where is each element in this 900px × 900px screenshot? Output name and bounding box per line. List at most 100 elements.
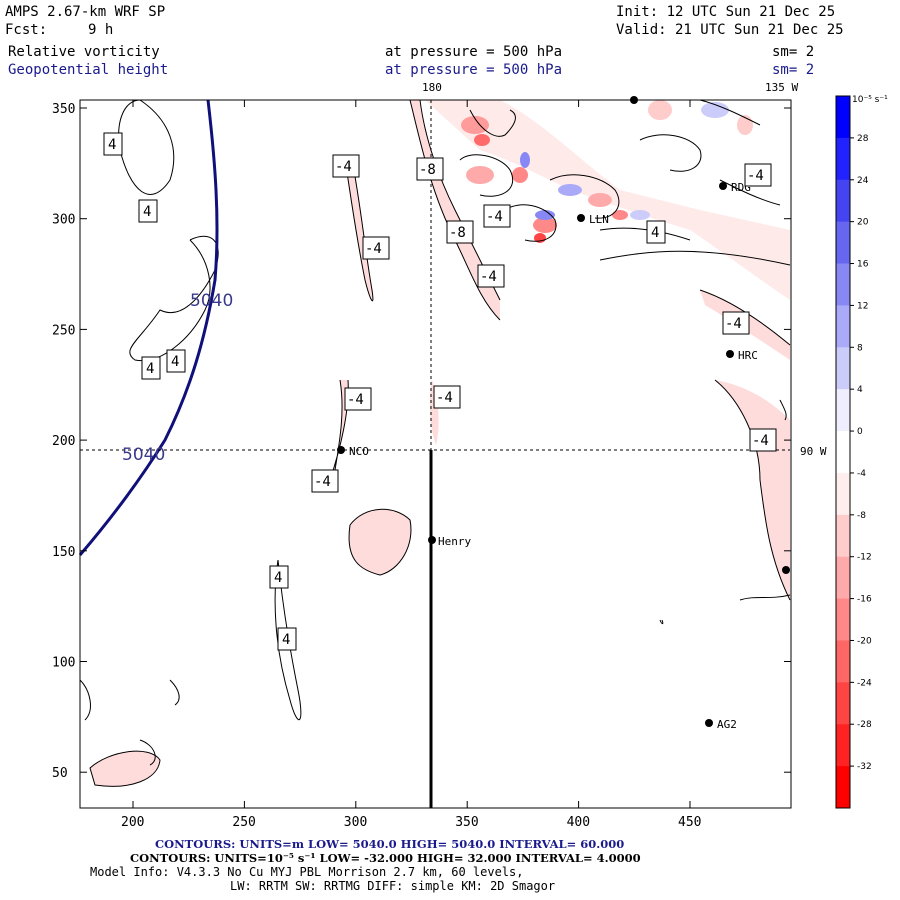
vorticity-labels: 4 4 4 4 4 4 -4 -8 -4 -8 -4 -4 -4 -4 -4 -… <box>103 132 777 651</box>
station-dot-edge <box>782 566 790 574</box>
colorbar-swatch <box>836 347 850 390</box>
lon-label-180: 180 <box>422 81 442 94</box>
station-label-lln: LLN <box>589 213 609 226</box>
x-tick-label: 200 <box>121 815 144 830</box>
vort-label: -4 <box>747 168 764 184</box>
y-tick-label: 200 <box>52 434 75 449</box>
station-label-nco: NCO <box>349 445 369 458</box>
vorticity-shading <box>90 100 790 787</box>
y-tick-label: 300 <box>52 213 75 228</box>
colorbar-tick-label: 12 <box>857 301 868 311</box>
x-tick-label: 350 <box>455 815 478 830</box>
colorbar-tick-label: 20 <box>857 218 869 228</box>
colorbar-unit: 10⁻⁵ s⁻¹ <box>852 95 888 105</box>
colorbar-swatch <box>836 221 850 265</box>
x-tick-label: 400 <box>567 815 590 830</box>
footer-model-info: Model Info: V4.3.3 No Cu MYJ PBL Morriso… <box>90 865 524 879</box>
colorbar-swatch <box>836 724 850 767</box>
y-axis: 350 300 250 200 150 100 50 <box>52 102 791 781</box>
station-dot-ag2 <box>705 719 713 727</box>
colorbar-swatch <box>836 472 850 516</box>
vort-label: 4 <box>171 354 179 370</box>
forecast-label: Fcst: <box>5 22 48 38</box>
colorbar-tick-label: 24 <box>857 176 869 186</box>
footer-physics-info: LW: RRTM SW: RRTMG DIFF: simple KM: 2D S… <box>230 879 556 893</box>
plot-frame <box>79 99 792 809</box>
colorbar-swatch <box>836 431 850 474</box>
crosshair <box>80 100 790 808</box>
vorticity-cells <box>461 100 753 243</box>
init-time: Init: 12 UTC Sun 21 Dec 25 <box>616 4 836 20</box>
footer-height-contours: CONTOURS: UNITS=m LOW= 5040.0 HIGH= 5040… <box>155 837 625 851</box>
station-label-hrc: HRC <box>738 349 758 362</box>
vort-label: -8 <box>419 162 436 178</box>
station-dot-nco <box>337 446 345 454</box>
colorbar-tick-label: 4 <box>857 385 863 395</box>
station-dot-lln <box>577 214 585 222</box>
x-tick-label: 450 <box>678 815 701 830</box>
forecast-hour: 9 h <box>88 22 114 38</box>
colorbar-swatch <box>836 766 850 809</box>
colorbar-swatch <box>836 514 850 558</box>
vort-label: 4 <box>108 137 116 153</box>
vort-label: -4 <box>480 269 497 285</box>
colorbar-tick-label: -12 <box>857 553 872 563</box>
valid-time: Valid: 21 UTC Sun 21 Dec 25 <box>616 22 844 38</box>
colorbar-tick-label: -4 <box>857 469 866 479</box>
lon-label-90w: 90 W <box>800 445 827 458</box>
vort-label: 4 <box>282 632 290 648</box>
colorbar-swatch <box>836 137 850 181</box>
colorbar-swatch <box>836 263 850 306</box>
colorbar-tick-label: 8 <box>857 343 863 353</box>
field2-name: Geopotential height <box>8 62 169 78</box>
station-markers <box>337 96 790 727</box>
vort-label: -4 <box>365 241 382 257</box>
colorbar-tick-label: -16 <box>857 595 872 605</box>
x-axis: 200 250 300 350 400 450 <box>121 100 701 830</box>
y-tick-label: 250 <box>52 323 75 338</box>
vort-label: 4 <box>146 361 154 377</box>
height-label: 5040 <box>122 445 165 465</box>
vort-label: -4 <box>347 392 364 408</box>
field1-level: at pressure = 500 hPa <box>385 44 563 60</box>
colorbar-swatch <box>836 640 850 683</box>
field2-smoothing: sm= 2 <box>772 62 815 78</box>
model-title: AMPS 2.67-km WRF SP <box>5 4 166 20</box>
colorbar-swatch <box>836 389 850 432</box>
vort-label: -4 <box>335 159 352 175</box>
footer-vort-contours: CONTOURS: UNITS=10⁻⁵ s⁻¹ LOW= -32.000 HI… <box>130 851 641 865</box>
field1-smoothing: sm= 2 <box>772 44 815 60</box>
station-label-ag2: AG2 <box>717 718 737 731</box>
colorbar-tick-label: 16 <box>857 260 869 270</box>
colorbar-swatch <box>836 179 850 223</box>
field1-name: Relative vorticity <box>8 44 160 60</box>
vort-label: 4 <box>274 570 282 586</box>
x-tick-label: 250 <box>232 815 255 830</box>
vort-label: 4 <box>143 204 151 220</box>
x-tick-label: 300 <box>344 815 367 830</box>
height-label: 5040 <box>190 291 233 311</box>
vort-label: 4 <box>651 225 659 241</box>
vort-label: -4 <box>725 316 742 332</box>
colorbar: 28 24 20 16 12 8 4 0 -4 -8 -12 -16 -20 -24 -28 -32 <box>835 95 872 809</box>
vorticity-contours <box>79 99 791 787</box>
colorbar-tick-label: 0 <box>857 427 863 437</box>
station-dot-henry <box>428 536 436 544</box>
y-tick-label: 350 <box>52 102 75 117</box>
vort-label: -4 <box>752 433 769 449</box>
vort-label: -4 <box>314 474 331 490</box>
field2-level: at pressure = 500 hPa <box>385 62 563 78</box>
y-tick-label: 50 <box>52 766 68 781</box>
vort-label: -4 <box>436 390 453 406</box>
colorbar-swatch <box>836 305 850 348</box>
colorbar-swatch <box>836 556 850 600</box>
colorbar-tick-label: 28 <box>857 134 869 144</box>
height-contour-5040 <box>78 99 219 556</box>
lon-label-135w: 135 W <box>765 81 798 94</box>
colorbar-tick-label: -8 <box>857 511 866 521</box>
y-tick-label: 150 <box>52 545 75 560</box>
station-dot-hrc <box>726 350 734 358</box>
station-dot-rdg <box>719 182 727 190</box>
vort-label: -8 <box>449 225 466 241</box>
